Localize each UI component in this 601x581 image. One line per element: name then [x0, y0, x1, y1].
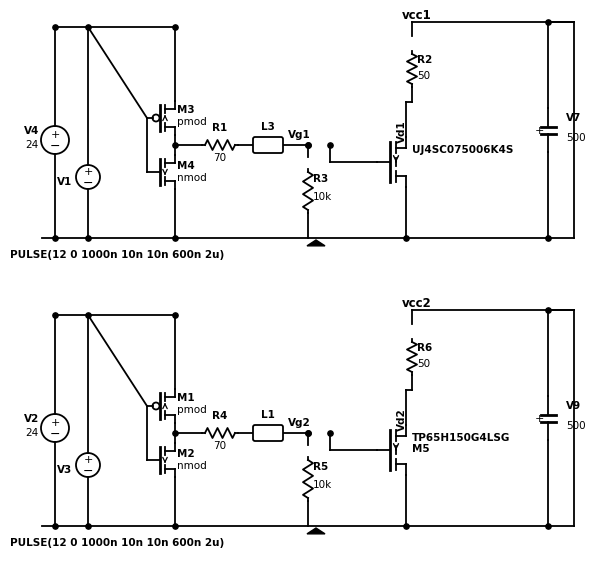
- Text: R5: R5: [313, 462, 328, 472]
- Text: M5: M5: [412, 444, 430, 454]
- Text: 10k: 10k: [313, 192, 332, 202]
- Text: M4: M4: [177, 161, 195, 171]
- Text: UJ4SC075006K4S: UJ4SC075006K4S: [412, 145, 513, 155]
- Text: 50: 50: [417, 359, 430, 369]
- Text: V9: V9: [566, 401, 581, 411]
- Text: 70: 70: [213, 441, 227, 451]
- Text: R3: R3: [313, 174, 328, 184]
- Text: V2: V2: [24, 414, 39, 424]
- FancyBboxPatch shape: [253, 425, 283, 441]
- Text: 500: 500: [566, 133, 585, 143]
- Text: vcc1: vcc1: [402, 9, 432, 21]
- Text: nmod: nmod: [177, 461, 207, 471]
- Text: 500: 500: [566, 421, 585, 431]
- Text: R2: R2: [417, 55, 432, 65]
- Text: V1: V1: [56, 177, 72, 187]
- Text: +: +: [50, 130, 59, 140]
- Text: Vg2: Vg2: [288, 418, 311, 428]
- Text: vcc2: vcc2: [402, 296, 432, 310]
- Text: M2: M2: [177, 449, 195, 459]
- Text: PULSE(12 0 1000n 10n 10n 600n 2u): PULSE(12 0 1000n 10n 10n 600n 2u): [10, 538, 224, 548]
- Text: −: −: [50, 139, 60, 152]
- Text: +: +: [534, 125, 544, 135]
- Text: Vd1: Vd1: [397, 121, 407, 144]
- Text: +: +: [50, 418, 59, 428]
- Text: M1: M1: [177, 393, 195, 403]
- Polygon shape: [307, 528, 325, 534]
- Text: V7: V7: [566, 113, 581, 123]
- Text: nmod: nmod: [177, 173, 207, 183]
- Text: +: +: [534, 414, 544, 424]
- Text: pmod: pmod: [177, 405, 207, 415]
- Text: L3: L3: [261, 122, 275, 132]
- Text: Vd2: Vd2: [397, 408, 407, 431]
- Text: −: −: [50, 428, 60, 440]
- Text: PULSE(12 0 1000n 10n 10n 600n 2u): PULSE(12 0 1000n 10n 10n 600n 2u): [10, 250, 224, 260]
- Text: −: −: [83, 464, 93, 478]
- Text: 24: 24: [26, 428, 39, 438]
- Text: L1: L1: [261, 410, 275, 420]
- Text: R4: R4: [212, 411, 228, 421]
- Text: 24: 24: [26, 140, 39, 150]
- Polygon shape: [307, 240, 325, 246]
- Text: +: +: [84, 455, 93, 465]
- Text: pmod: pmod: [177, 117, 207, 127]
- Text: R6: R6: [417, 343, 432, 353]
- FancyBboxPatch shape: [253, 137, 283, 153]
- Text: V4: V4: [23, 126, 39, 136]
- Text: +: +: [84, 167, 93, 177]
- Text: TP65H150G4LSG: TP65H150G4LSG: [412, 433, 510, 443]
- Text: 10k: 10k: [313, 480, 332, 490]
- Text: M3: M3: [177, 105, 195, 115]
- Text: −: −: [83, 177, 93, 189]
- Text: R1: R1: [212, 123, 228, 133]
- Text: V3: V3: [56, 465, 72, 475]
- Text: Vg1: Vg1: [288, 130, 311, 140]
- Text: 70: 70: [213, 153, 227, 163]
- Text: 50: 50: [417, 71, 430, 81]
